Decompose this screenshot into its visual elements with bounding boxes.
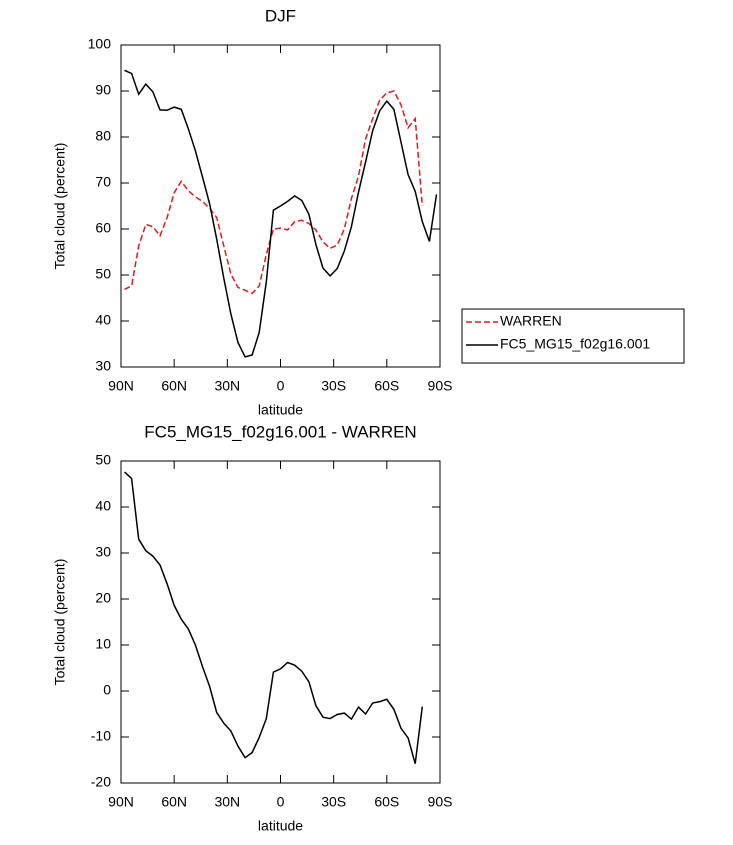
y-tick-label: 100 — [88, 36, 112, 52]
plot-frame — [120, 460, 441, 784]
y-tick-label: 60 — [95, 220, 111, 236]
legend-label: FC5_MG15_f02g16.001 — [500, 336, 650, 352]
legend-box — [461, 308, 685, 364]
x-tick-label: 90N — [108, 378, 134, 394]
y-tick-label: -20 — [91, 774, 111, 790]
legend-label: WARREN — [500, 313, 562, 329]
y-tick-label: 30 — [95, 358, 111, 374]
y-tick-label: 10 — [95, 636, 111, 652]
x-tick-label: 0 — [277, 794, 285, 810]
x-tick-label: 30N — [214, 794, 240, 810]
x-axis-label: latitude — [258, 402, 303, 418]
y-axis-label: Total cloud (percent) — [52, 559, 68, 686]
chart-title: DJF — [265, 6, 296, 25]
x-tick-label: 0 — [277, 378, 285, 394]
y-tick-label: 70 — [95, 174, 111, 190]
y-tick-label: -10 — [91, 728, 111, 744]
data-line — [124, 69, 438, 358]
y-tick-label: 0 — [103, 682, 111, 698]
data-line — [123, 471, 424, 764]
data-line — [124, 90, 424, 295]
y-tick-label: 50 — [95, 452, 111, 468]
y-tick-label: 40 — [95, 498, 111, 514]
x-tick-label: 60S — [374, 794, 399, 810]
x-tick-label: 90N — [108, 794, 134, 810]
y-tick-label: 20 — [95, 590, 111, 606]
x-tick-label: 30S — [321, 378, 346, 394]
x-tick-label: 90S — [428, 378, 453, 394]
x-axis-label: latitude — [258, 818, 303, 834]
y-tick-label: 90 — [95, 82, 111, 98]
x-tick-label: 30N — [214, 378, 240, 394]
y-tick-label: 40 — [95, 312, 111, 328]
x-tick-label: 90S — [428, 794, 453, 810]
x-tick-label: 60N — [161, 378, 187, 394]
y-axis-label: Total cloud (percent) — [52, 143, 68, 270]
x-tick-label: 30S — [321, 794, 346, 810]
y-tick-label: 30 — [95, 544, 111, 560]
chart-title: FC5_MG15_f02g16.001 - WARREN — [144, 422, 416, 441]
x-tick-label: 60S — [374, 378, 399, 394]
x-tick-label: 60N — [161, 794, 187, 810]
y-tick-label: 50 — [95, 266, 111, 282]
y-tick-label: 80 — [95, 128, 111, 144]
